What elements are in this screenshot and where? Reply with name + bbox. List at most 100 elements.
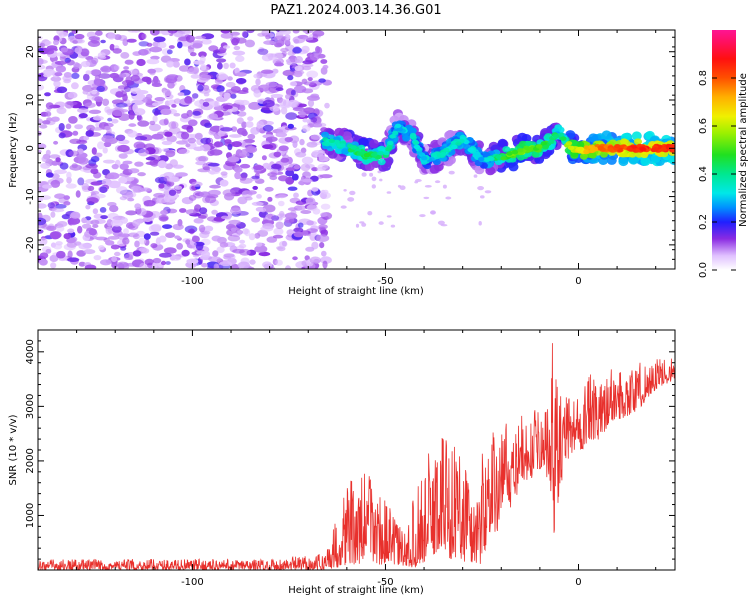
spectrogram-noise-blob <box>275 87 284 92</box>
spectrogram-noise-blob <box>110 219 123 227</box>
spectrogram-trace-blob <box>600 151 608 158</box>
spectrogram-noise-blob <box>85 163 98 169</box>
spectrogram-noise-blob <box>236 127 247 135</box>
spectrogram-noise-blob <box>239 163 251 169</box>
spectrogram-scatter-blob <box>390 224 396 228</box>
spectrogram-noise-blob <box>94 96 104 103</box>
spectrogram-noise-blob <box>262 261 273 269</box>
spectrogram-noise-blob <box>107 32 116 40</box>
spectrogram-noise-blob <box>90 127 103 131</box>
spectrogram-noise-blob <box>40 162 51 169</box>
spectrogram-noise-blob <box>128 111 135 120</box>
snr-panel: -100 -50 0 1000 2000 3000 4000 Height of strai… <box>8 329 676 596</box>
spectrogram-noise-blob <box>235 55 245 62</box>
snr-axis-ticks: -100 -50 0 1000 2000 3000 4000 <box>25 329 675 588</box>
spectrogram-noise-blob <box>306 141 318 148</box>
spectrogram-noise-blob <box>58 132 66 139</box>
snr-x-tick-label: -100 <box>181 577 204 588</box>
spectrogram-noise-blob <box>235 72 247 77</box>
spectrogram-noise-blob <box>289 56 296 63</box>
spectrogram-noise-blob <box>265 136 278 142</box>
spectrogram-noise-blob <box>107 202 117 207</box>
spectrogram-noise-blob <box>187 137 196 144</box>
spectrogram-noise-blob <box>195 161 206 166</box>
spectrogram-noise-blob <box>318 226 326 231</box>
spectrogram-noise-blob <box>120 52 130 59</box>
spectrogram-noise-blob <box>267 172 278 177</box>
spectrogram-noise-blob <box>238 105 246 112</box>
spectrogram-noise-blob <box>60 47 68 53</box>
spectrogram-noise-blob <box>198 155 209 162</box>
spectrogram-noise-blob <box>124 59 134 65</box>
spectrogram-noise-blob <box>188 119 198 127</box>
spectrogram-noise-blob <box>133 185 143 193</box>
spectrogram-noise-blob <box>160 260 167 266</box>
spectrogram-trace-blob <box>321 131 330 138</box>
spectrogram-noise-blob <box>316 234 330 242</box>
spectrogram-scatter-blob <box>473 174 478 178</box>
spectrogram-x-tick-label: 0 <box>575 276 581 287</box>
spectrogram-noise-blob <box>168 45 175 49</box>
spectrogram-noise-blob <box>319 192 331 199</box>
spectrogram-noise-blob <box>106 219 113 227</box>
spectrogram-noise-blob <box>186 125 194 133</box>
spectrogram-trace-blob <box>523 145 530 150</box>
spectrogram-noise-blob <box>236 229 244 235</box>
spectrogram-noise-blob <box>113 65 120 71</box>
spectrogram-noise-blob <box>111 163 119 170</box>
spectrogram-noise-blob <box>192 110 201 116</box>
spectrogram-noise-blob <box>220 30 231 34</box>
spectrogram-scatter-blob <box>480 195 485 199</box>
spectrogram-noise-blob <box>54 204 67 209</box>
spectrogram-noise-blob <box>234 167 243 173</box>
spectrogram-noise-blob <box>252 185 258 190</box>
spectrogram-noise-blob <box>53 140 59 145</box>
colorbar: 0.0 0.2 0.4 0.6 0.8 Normalized spectral ampl… <box>698 30 749 278</box>
spectrogram-noise-blob <box>85 70 92 75</box>
spectrogram-noise-blob <box>297 222 304 228</box>
spectrogram-signal-trace <box>320 109 675 228</box>
spectrogram-noise-blob <box>51 116 60 122</box>
spectrogram-noise-blob <box>130 74 140 82</box>
spectrogram-noise-blob <box>63 78 71 84</box>
spectrogram-noise-blob <box>302 124 311 132</box>
spectrogram-noise-blob <box>50 211 56 218</box>
spectrogram-trace-blob <box>413 144 421 149</box>
spectrogram-noise-blob <box>286 229 295 236</box>
spectrogram-noise-blob <box>164 131 173 137</box>
spectrogram-noise-blob <box>287 99 299 108</box>
spectrogram-noise-blob <box>125 176 135 182</box>
spectrogram-noise-blob <box>163 247 177 254</box>
spectrogram-noise-blob <box>44 92 51 97</box>
spectrogram-noise-blob <box>194 132 203 140</box>
spectrogram-noise-blob <box>181 249 190 257</box>
spectrogram-noise-blob <box>45 248 52 254</box>
spectrogram-noise-blob <box>109 43 115 51</box>
spectrogram-trace-blob <box>328 138 335 143</box>
spectrogram-noise-blob <box>262 124 274 132</box>
spectrogram-noise-blob <box>241 30 248 38</box>
spectrogram-noise-blob <box>239 99 250 106</box>
spectrogram-noise-blob <box>212 250 219 257</box>
spectrogram-noise-blob <box>302 60 314 65</box>
spectrogram-noise-blob <box>63 72 72 78</box>
spectrogram-noise-blob <box>256 120 265 129</box>
spectrogram-noise-blob <box>143 233 151 240</box>
spectrogram-noise-blob <box>227 235 241 242</box>
spectrogram-noise-blob <box>85 130 94 137</box>
snr-y-tick-label: 4000 <box>25 339 36 364</box>
spectrogram-noise-blob <box>38 143 47 150</box>
spectrogram-noise-blob <box>77 225 83 234</box>
spectrogram-noise-blob <box>81 182 90 191</box>
spectrogram-noise-blob <box>232 50 246 56</box>
spectrogram-noise-blob <box>280 157 290 163</box>
spectrogram-noise-blob <box>171 104 177 108</box>
spectrogram-noise-blob <box>141 33 147 40</box>
spectrogram-scatter-blob <box>445 196 452 200</box>
spectrogram-noise-blob <box>227 156 240 163</box>
spectrogram-noise-blob <box>56 250 66 259</box>
spectrogram-noise-blob <box>236 117 244 125</box>
spectrogram-noise-blob <box>270 93 284 98</box>
spectrogram-trace-blob <box>339 143 346 148</box>
spectrogram-noise-blob <box>38 203 47 209</box>
